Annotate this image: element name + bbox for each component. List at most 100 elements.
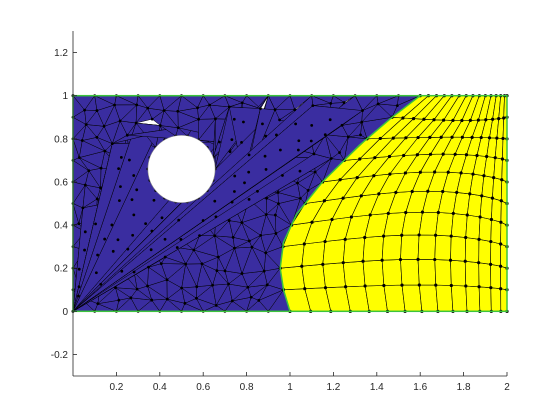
mesh-node — [415, 153, 419, 157]
mesh-node — [477, 237, 481, 241]
mesh-node — [313, 170, 317, 174]
mesh-node — [376, 102, 380, 106]
y-tick-label: -0.2 — [51, 350, 69, 361]
tri-element — [274, 95, 296, 110]
mesh-node — [500, 178, 504, 182]
tri-element — [378, 95, 399, 106]
quad-element — [417, 234, 436, 260]
mesh-node — [446, 170, 450, 174]
mesh-node — [491, 117, 495, 121]
mesh-node — [502, 116, 506, 120]
mesh-node — [94, 222, 97, 226]
mesh-node — [358, 157, 362, 161]
mesh-node — [349, 215, 353, 219]
mesh-node — [451, 211, 455, 216]
mesh-node — [230, 299, 234, 303]
mesh-node — [329, 157, 333, 160]
mesh-node — [197, 117, 201, 121]
mesh-node — [343, 237, 347, 241]
mesh-node — [114, 286, 117, 290]
mesh-node — [83, 108, 87, 112]
mesh-node — [422, 117, 426, 121]
mesh-node — [183, 301, 187, 305]
mesh-node — [77, 222, 81, 225]
mesh-node — [227, 282, 230, 286]
mesh-node — [306, 189, 310, 192]
mesh-node — [449, 283, 453, 288]
mesh-node — [265, 283, 269, 287]
quad-element — [434, 259, 452, 286]
mesh-node — [310, 123, 314, 127]
mesh-node — [485, 154, 489, 159]
mesh-node — [484, 118, 488, 122]
mesh-node — [247, 170, 251, 174]
mesh-node — [135, 287, 139, 291]
mesh-node — [146, 106, 150, 110]
mesh-node — [150, 298, 154, 302]
mesh-node — [273, 108, 277, 112]
mesh-node — [120, 269, 124, 273]
mesh-node — [129, 296, 133, 300]
mesh-node — [131, 233, 135, 237]
mesh-node — [321, 262, 325, 266]
mesh-node — [433, 170, 437, 174]
mesh-node — [87, 169, 91, 173]
mesh-node — [441, 189, 445, 194]
mesh-node — [391, 136, 395, 140]
y-tick-label: 0.2 — [54, 264, 68, 275]
mesh-node — [471, 172, 475, 176]
mesh-node — [382, 234, 386, 238]
mesh-node — [278, 118, 281, 122]
quad-element — [450, 235, 467, 262]
mesh-node — [118, 119, 122, 123]
mesh-node — [459, 171, 463, 175]
mesh-node — [470, 135, 474, 139]
mesh-node — [249, 295, 253, 299]
mesh-node — [135, 188, 139, 192]
hole — [147, 135, 216, 203]
mesh-node — [216, 255, 220, 259]
mesh-node — [200, 262, 204, 266]
quad-element — [383, 284, 406, 312]
mesh-node — [159, 262, 163, 266]
mesh-node — [323, 286, 328, 290]
mesh-node — [281, 174, 284, 177]
mesh-node — [341, 196, 345, 200]
mesh-node — [274, 232, 278, 235]
quad-element — [490, 241, 501, 267]
x-tick-label: 1 — [287, 382, 293, 393]
mesh-node — [416, 257, 420, 261]
mesh-node — [256, 189, 259, 193]
mesh-node — [213, 234, 217, 238]
mesh-node — [387, 154, 392, 159]
quad-element — [435, 284, 454, 312]
mesh-node — [490, 196, 495, 200]
mesh-node — [395, 104, 399, 108]
tri-element — [135, 104, 149, 124]
quad-element — [417, 258, 437, 286]
mesh-node — [263, 154, 267, 158]
mesh-node — [163, 255, 167, 259]
mesh-node — [468, 192, 472, 196]
mesh-node — [394, 190, 398, 195]
mesh-node — [102, 124, 106, 128]
mesh-node — [338, 151, 341, 154]
mesh-node — [388, 172, 392, 176]
mesh-node — [116, 238, 120, 242]
quad-element — [450, 259, 467, 287]
mesh-node — [119, 185, 122, 189]
mesh-node — [417, 233, 421, 237]
mesh-node — [493, 156, 497, 160]
mesh-node — [77, 267, 81, 271]
mesh-node — [247, 153, 251, 157]
mesh-node — [420, 210, 425, 214]
mesh-node — [309, 139, 313, 143]
mesh-node — [198, 234, 201, 238]
mesh-node — [135, 103, 139, 107]
mesh-node — [476, 118, 480, 122]
mesh-node — [230, 200, 234, 204]
mesh-node — [77, 156, 81, 159]
tri-element — [361, 103, 379, 123]
mesh-node — [359, 194, 363, 198]
